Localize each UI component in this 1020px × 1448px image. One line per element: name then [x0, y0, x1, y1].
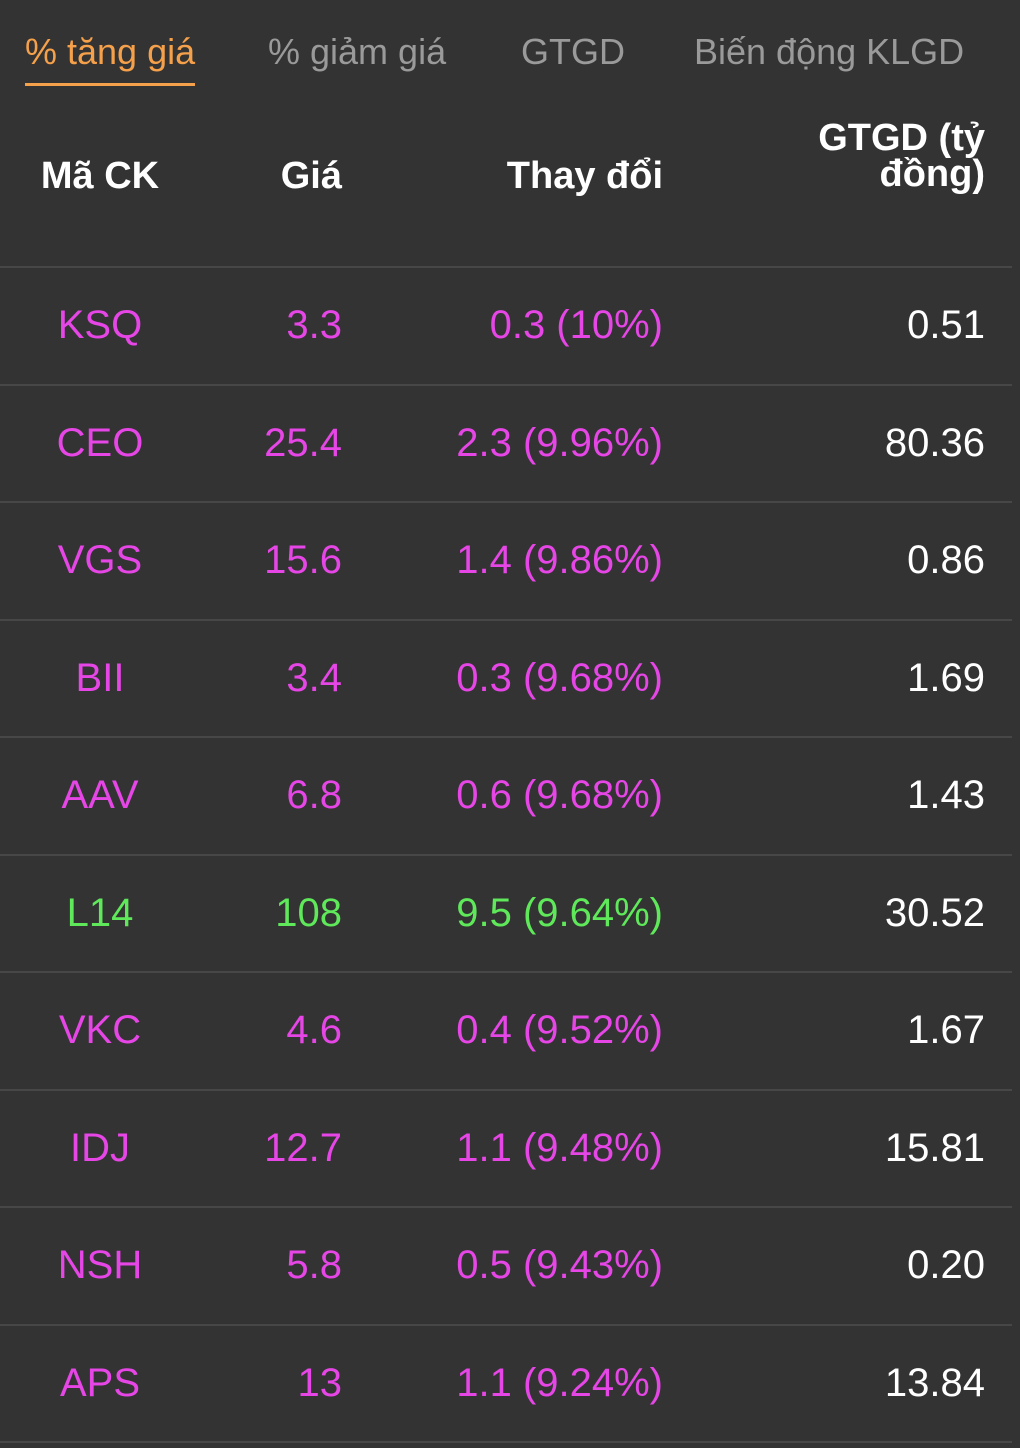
table-row[interactable]: VGS 15.6 1.4 (9.86%) 0.86: [0, 503, 1012, 621]
stock-trading-value: 30.52: [884, 890, 985, 935]
stock-trading-value: 1.43: [907, 773, 985, 817]
table-body: KSQ 3.3 0.3 (10%) 0.51 CEO 25.4 2.3 (9.96%) 80.…: [0, 268, 1012, 1443]
table-row[interactable]: L14 108 9.5 (9.64%) 30.52: [0, 856, 1012, 973]
stock-change: 1.4 (9.86%): [456, 538, 663, 582]
table-row[interactable]: AAV 6.8 0.6 (9.68%) 1.43: [0, 738, 1012, 856]
stock-trading-value: 1.67: [907, 1008, 985, 1052]
table-row[interactable]: IDJ 12.7 1.1 (9.48%) 15.81: [0, 1091, 1012, 1208]
tab-top-gainers[interactable]: % tăng giá: [25, 31, 196, 86]
stock-price: 108: [275, 890, 342, 935]
header-price: Giá: [280, 155, 342, 197]
stock-price: 12.7: [264, 1125, 342, 1170]
stock-code: CEO: [56, 420, 144, 465]
stock-code: IDJ: [70, 1125, 130, 1170]
tab-top-losers[interactable]: % giảm giá: [268, 31, 447, 72]
table-row[interactable]: VKC 4.6 0.4 (9.52%) 1.67: [0, 973, 1012, 1091]
stock-code: AAV: [61, 773, 139, 817]
header-change: Thay đổi: [506, 155, 663, 197]
stock-price: 6.8: [286, 773, 342, 817]
stock-trading-value: 1.69: [907, 655, 985, 700]
stock-code: VGS: [57, 538, 143, 582]
stock-trading-value: 0.20: [907, 1243, 985, 1287]
stock-trading-value: 15.81: [884, 1125, 985, 1170]
stock-code: VKC: [58, 1008, 142, 1052]
stock-change: 1.1 (9.24%): [456, 1360, 663, 1405]
stock-price: 25.4: [264, 420, 342, 465]
stock-table: Mã CK Giá Thay đổi GTGD (tỷ đồng) KSQ 3.3…: [0, 106, 1012, 1443]
stock-price: 13: [297, 1360, 343, 1405]
stock-change: 0.6 (9.68%): [456, 773, 663, 817]
stock-change: 2.3 (9.96%): [456, 420, 663, 465]
table-row[interactable]: CEO 25.4 2.3 (9.96%) 80.36: [0, 386, 1012, 503]
tab-trading-value[interactable]: GTGD: [521, 31, 625, 72]
table-header: Mã CK Giá Thay đổi GTGD (tỷ đồng): [0, 106, 1012, 268]
stock-trading-value: 0.86: [907, 538, 985, 582]
stock-change: 0.3 (9.68%): [456, 655, 663, 700]
stock-code: KSQ: [57, 303, 143, 347]
tab-bar: % tăng giá % giảm giá GTGD Biến động KLG…: [0, 0, 1020, 100]
table-row[interactable]: BII 3.4 0.3 (9.68%) 1.69: [0, 621, 1012, 738]
tab-volume-change[interactable]: Biến động KLGD: [694, 31, 965, 72]
header-code: Mã CK: [40, 155, 160, 197]
table-row[interactable]: APS 13 1.1 (9.24%) 13.84: [0, 1326, 1012, 1443]
stock-code: L14: [66, 890, 134, 935]
stock-code: APS: [59, 1360, 141, 1405]
header-value-line2: đồng): [879, 153, 985, 195]
stock-change: 1.1 (9.48%): [456, 1125, 663, 1170]
stock-change: 0.5 (9.43%): [456, 1243, 663, 1287]
stock-price: 5.8: [286, 1243, 342, 1287]
table-row[interactable]: KSQ 3.3 0.3 (10%) 0.51: [0, 268, 1012, 386]
stock-code: BII: [75, 655, 125, 700]
header-value: GTGD (tỷ đồng): [785, 117, 985, 195]
header-value-line1: GTGD (tỷ: [818, 117, 985, 159]
stock-change: 0.3 (10%): [489, 303, 663, 347]
stock-code: NSH: [57, 1243, 143, 1287]
stock-trading-value: 80.36: [884, 420, 985, 465]
stock-change: 0.4 (9.52%): [456, 1008, 663, 1052]
stock-trading-value: 13.84: [884, 1360, 985, 1405]
stock-price: 15.6: [264, 538, 342, 582]
table-row[interactable]: NSH 5.8 0.5 (9.43%) 0.20: [0, 1208, 1012, 1326]
stock-price: 4.6: [286, 1008, 342, 1052]
stock-price: 3.3: [286, 303, 342, 347]
stock-trading-value: 0.51: [907, 303, 985, 347]
stock-price: 3.4: [286, 655, 342, 700]
stock-change: 9.5 (9.64%): [456, 890, 663, 935]
